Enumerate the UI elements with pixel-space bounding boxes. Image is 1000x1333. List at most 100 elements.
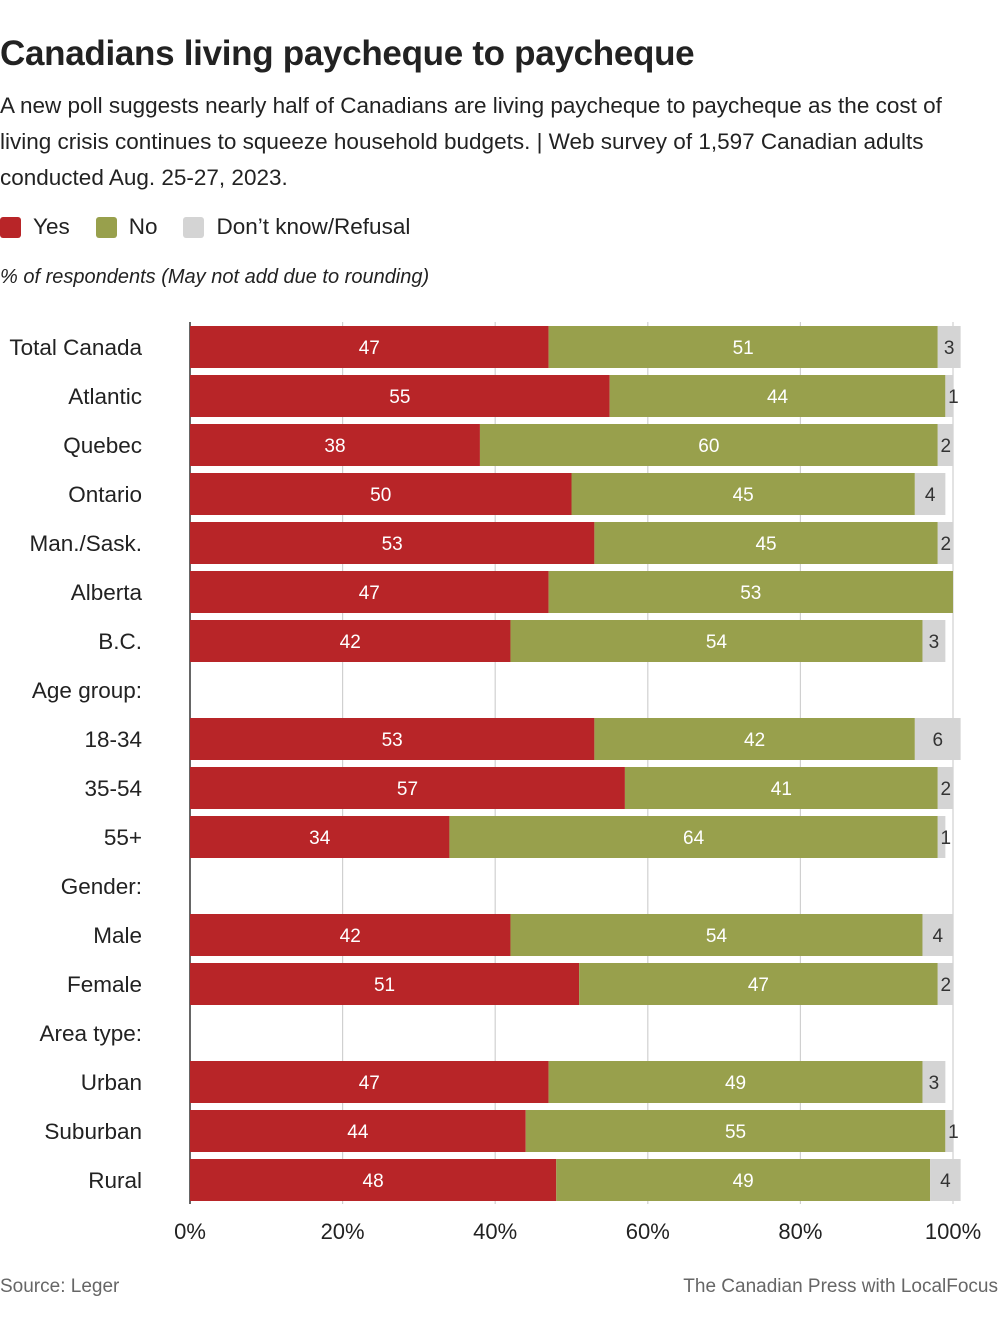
- bar-segment-don-t-know-refusal: [937, 816, 946, 858]
- category-label: Age group:: [32, 678, 142, 703]
- bar-segment-yes: [190, 816, 450, 858]
- bar-segment-no: [579, 963, 938, 1005]
- data-label: 4: [940, 1171, 951, 1192]
- bar-segment-no: [548, 326, 938, 368]
- chart-note: % of respondents (May not add due to rou…: [0, 266, 430, 288]
- data-label: 42: [340, 632, 361, 653]
- data-label: 34: [309, 828, 331, 849]
- data-label: 38: [324, 436, 345, 457]
- category-label: Quebec: [63, 433, 142, 458]
- data-label: 3: [929, 1073, 940, 1094]
- category-label: Alberta: [71, 580, 143, 605]
- category-label: B.C.: [98, 629, 142, 654]
- bar-segment-no: [609, 375, 946, 417]
- bar-segment-yes: [190, 718, 595, 760]
- category-label: 18-34: [84, 727, 142, 752]
- bar-segment-yes: [190, 473, 572, 515]
- bar-segment-no: [624, 767, 938, 809]
- bar-segment-yes: [190, 963, 580, 1005]
- bar-segment-yes: [190, 1110, 526, 1152]
- category-label: Suburban: [44, 1119, 142, 1144]
- data-label: 41: [771, 779, 792, 800]
- bar-segment-no: [510, 620, 923, 662]
- bar-segment-no: [571, 473, 915, 515]
- category-label: Urban: [81, 1070, 142, 1095]
- data-label: 64: [683, 828, 705, 849]
- data-label: 54: [706, 632, 728, 653]
- category-label: Total Canada: [9, 335, 142, 360]
- bar-segment-yes: [190, 571, 549, 613]
- bar-segment-no: [525, 1110, 946, 1152]
- bar-segment-yes: [190, 424, 480, 466]
- bar-segment-yes: [190, 620, 511, 662]
- bar-segment-no: [594, 522, 938, 564]
- data-label: 49: [733, 1171, 754, 1192]
- bar-segment-yes: [190, 914, 511, 956]
- data-label: 44: [347, 1122, 369, 1143]
- data-label: 44: [767, 387, 789, 408]
- data-label: 2: [940, 779, 951, 800]
- data-label: 47: [359, 583, 380, 604]
- bar-segment-don-t-know-refusal: [945, 1110, 953, 1152]
- bar-segment-don-t-know-refusal: [922, 914, 953, 956]
- bar-segment-don-t-know-refusal: [945, 375, 953, 417]
- data-label: 60: [698, 436, 719, 457]
- source-note: Source: Leger: [0, 1276, 120, 1297]
- data-label: 53: [740, 583, 761, 604]
- bar-segment-no: [548, 571, 953, 613]
- x-tick-label: 100%: [925, 1219, 981, 1244]
- data-label: 6: [932, 730, 943, 751]
- bar-segment-yes: [190, 326, 549, 368]
- x-tick-label: 60%: [626, 1219, 670, 1244]
- data-label: 55: [389, 387, 410, 408]
- bar-segment-yes: [190, 767, 625, 809]
- legend-label-no: No: [128, 214, 158, 239]
- category-label: Rural: [88, 1168, 142, 1193]
- x-tick-label: 80%: [778, 1219, 822, 1244]
- bar-segment-no: [479, 424, 938, 466]
- data-label: 4: [932, 926, 943, 947]
- category-label: 55+: [104, 825, 142, 850]
- bar-segment-no: [510, 914, 923, 956]
- data-label: 47: [748, 975, 769, 996]
- data-label: 4: [925, 485, 936, 506]
- legend-swatch-dont-know: [183, 216, 205, 238]
- bar-segment-don-t-know-refusal: [937, 767, 953, 809]
- data-label: 55: [725, 1122, 746, 1143]
- credit-note: The Canadian Press with LocalFocus: [683, 1276, 998, 1297]
- category-label: Gender:: [61, 874, 142, 899]
- chart-subtitle: A new poll suggests nearly half of Canad…: [0, 93, 942, 190]
- legend-item-no: No: [95, 214, 158, 240]
- bar-segment-don-t-know-refusal: [937, 326, 961, 368]
- bar-segment-yes: [190, 375, 610, 417]
- bar-segment-don-t-know-refusal: [930, 1159, 961, 1201]
- bar-segment-don-t-know-refusal: [922, 1061, 946, 1103]
- data-label: 42: [340, 926, 361, 947]
- data-label: 51: [733, 338, 754, 359]
- data-label: 1: [940, 828, 951, 849]
- data-label: 49: [725, 1073, 746, 1094]
- category-label: Female: [67, 972, 142, 997]
- x-tick-label: 0%: [174, 1219, 206, 1244]
- legend-label-dont-know: Don’t know/Refusal: [216, 214, 411, 239]
- category-label: 35-54: [84, 776, 142, 801]
- data-label: 2: [940, 534, 951, 555]
- stacked-bar-chart: 0% 20% 40% 60% 80% 100% Total Canada 47 51 3 Atlan…: [9, 322, 981, 1244]
- legend-swatch-no: [95, 216, 117, 238]
- data-label: 1: [948, 1122, 959, 1143]
- bar-segment-don-t-know-refusal: [922, 620, 946, 662]
- data-label: 57: [397, 779, 418, 800]
- bar-segment-don-t-know-refusal: [937, 963, 953, 1005]
- chart-title: Canadians living paycheque to paycheque: [0, 34, 695, 73]
- data-label: 50: [370, 485, 391, 506]
- category-label: Ontario: [68, 482, 142, 507]
- data-label: 45: [733, 485, 754, 506]
- bar-segment-no: [449, 816, 938, 858]
- category-label: Male: [93, 923, 142, 948]
- data-label: 1: [948, 387, 959, 408]
- legend-label-yes: Yes: [33, 214, 70, 239]
- bar-segment-yes: [190, 1159, 557, 1201]
- data-label: 2: [940, 436, 951, 457]
- legend-item-dont-know: Don’t know/Refusal: [183, 214, 410, 240]
- category-label: Man./Sask.: [29, 531, 142, 556]
